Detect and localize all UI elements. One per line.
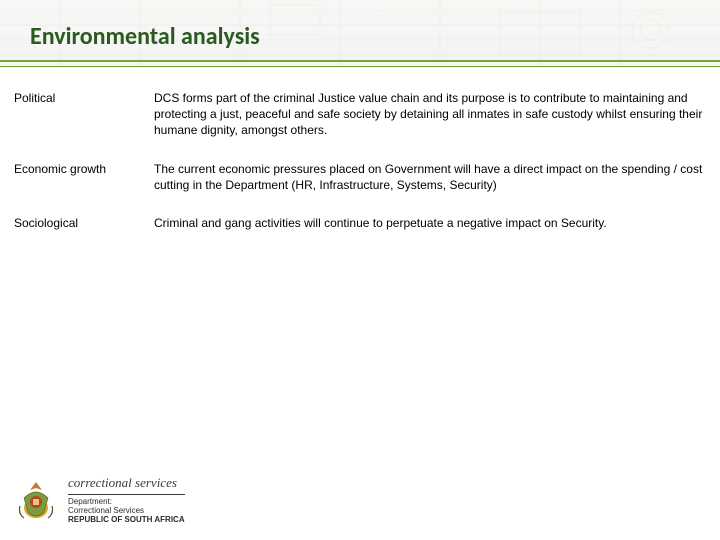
department-line: Department:: [68, 497, 185, 506]
title-underline-thick: [0, 60, 720, 62]
row-label: Sociological: [14, 215, 154, 231]
table-row: Sociological Criminal and gang activitie…: [14, 215, 706, 231]
row-text: Criminal and gang activities will contin…: [154, 215, 706, 231]
row-text: The current economic pressures placed on…: [154, 161, 706, 193]
department-country: REPUBLIC OF SOUTH AFRICA: [68, 515, 185, 524]
department-title: correctional services: [68, 475, 185, 495]
department-line: Correctional Services: [68, 506, 185, 515]
table-row: Economic growth The current economic pre…: [14, 161, 706, 193]
coat-of-arms-icon: [14, 478, 58, 522]
title-underline-thin: [0, 66, 720, 67]
row-text: DCS forms part of the criminal Justice v…: [154, 90, 706, 139]
footer-branding: correctional services Department: Correc…: [14, 475, 185, 524]
row-label: Political: [14, 90, 154, 139]
table-row: Political DCS forms part of the criminal…: [14, 90, 706, 139]
content-table: Political DCS forms part of the criminal…: [14, 90, 706, 253]
department-text-block: correctional services Department: Correc…: [68, 475, 185, 524]
row-label: Economic growth: [14, 161, 154, 193]
slide-title: Environmental analysis: [30, 22, 260, 51]
